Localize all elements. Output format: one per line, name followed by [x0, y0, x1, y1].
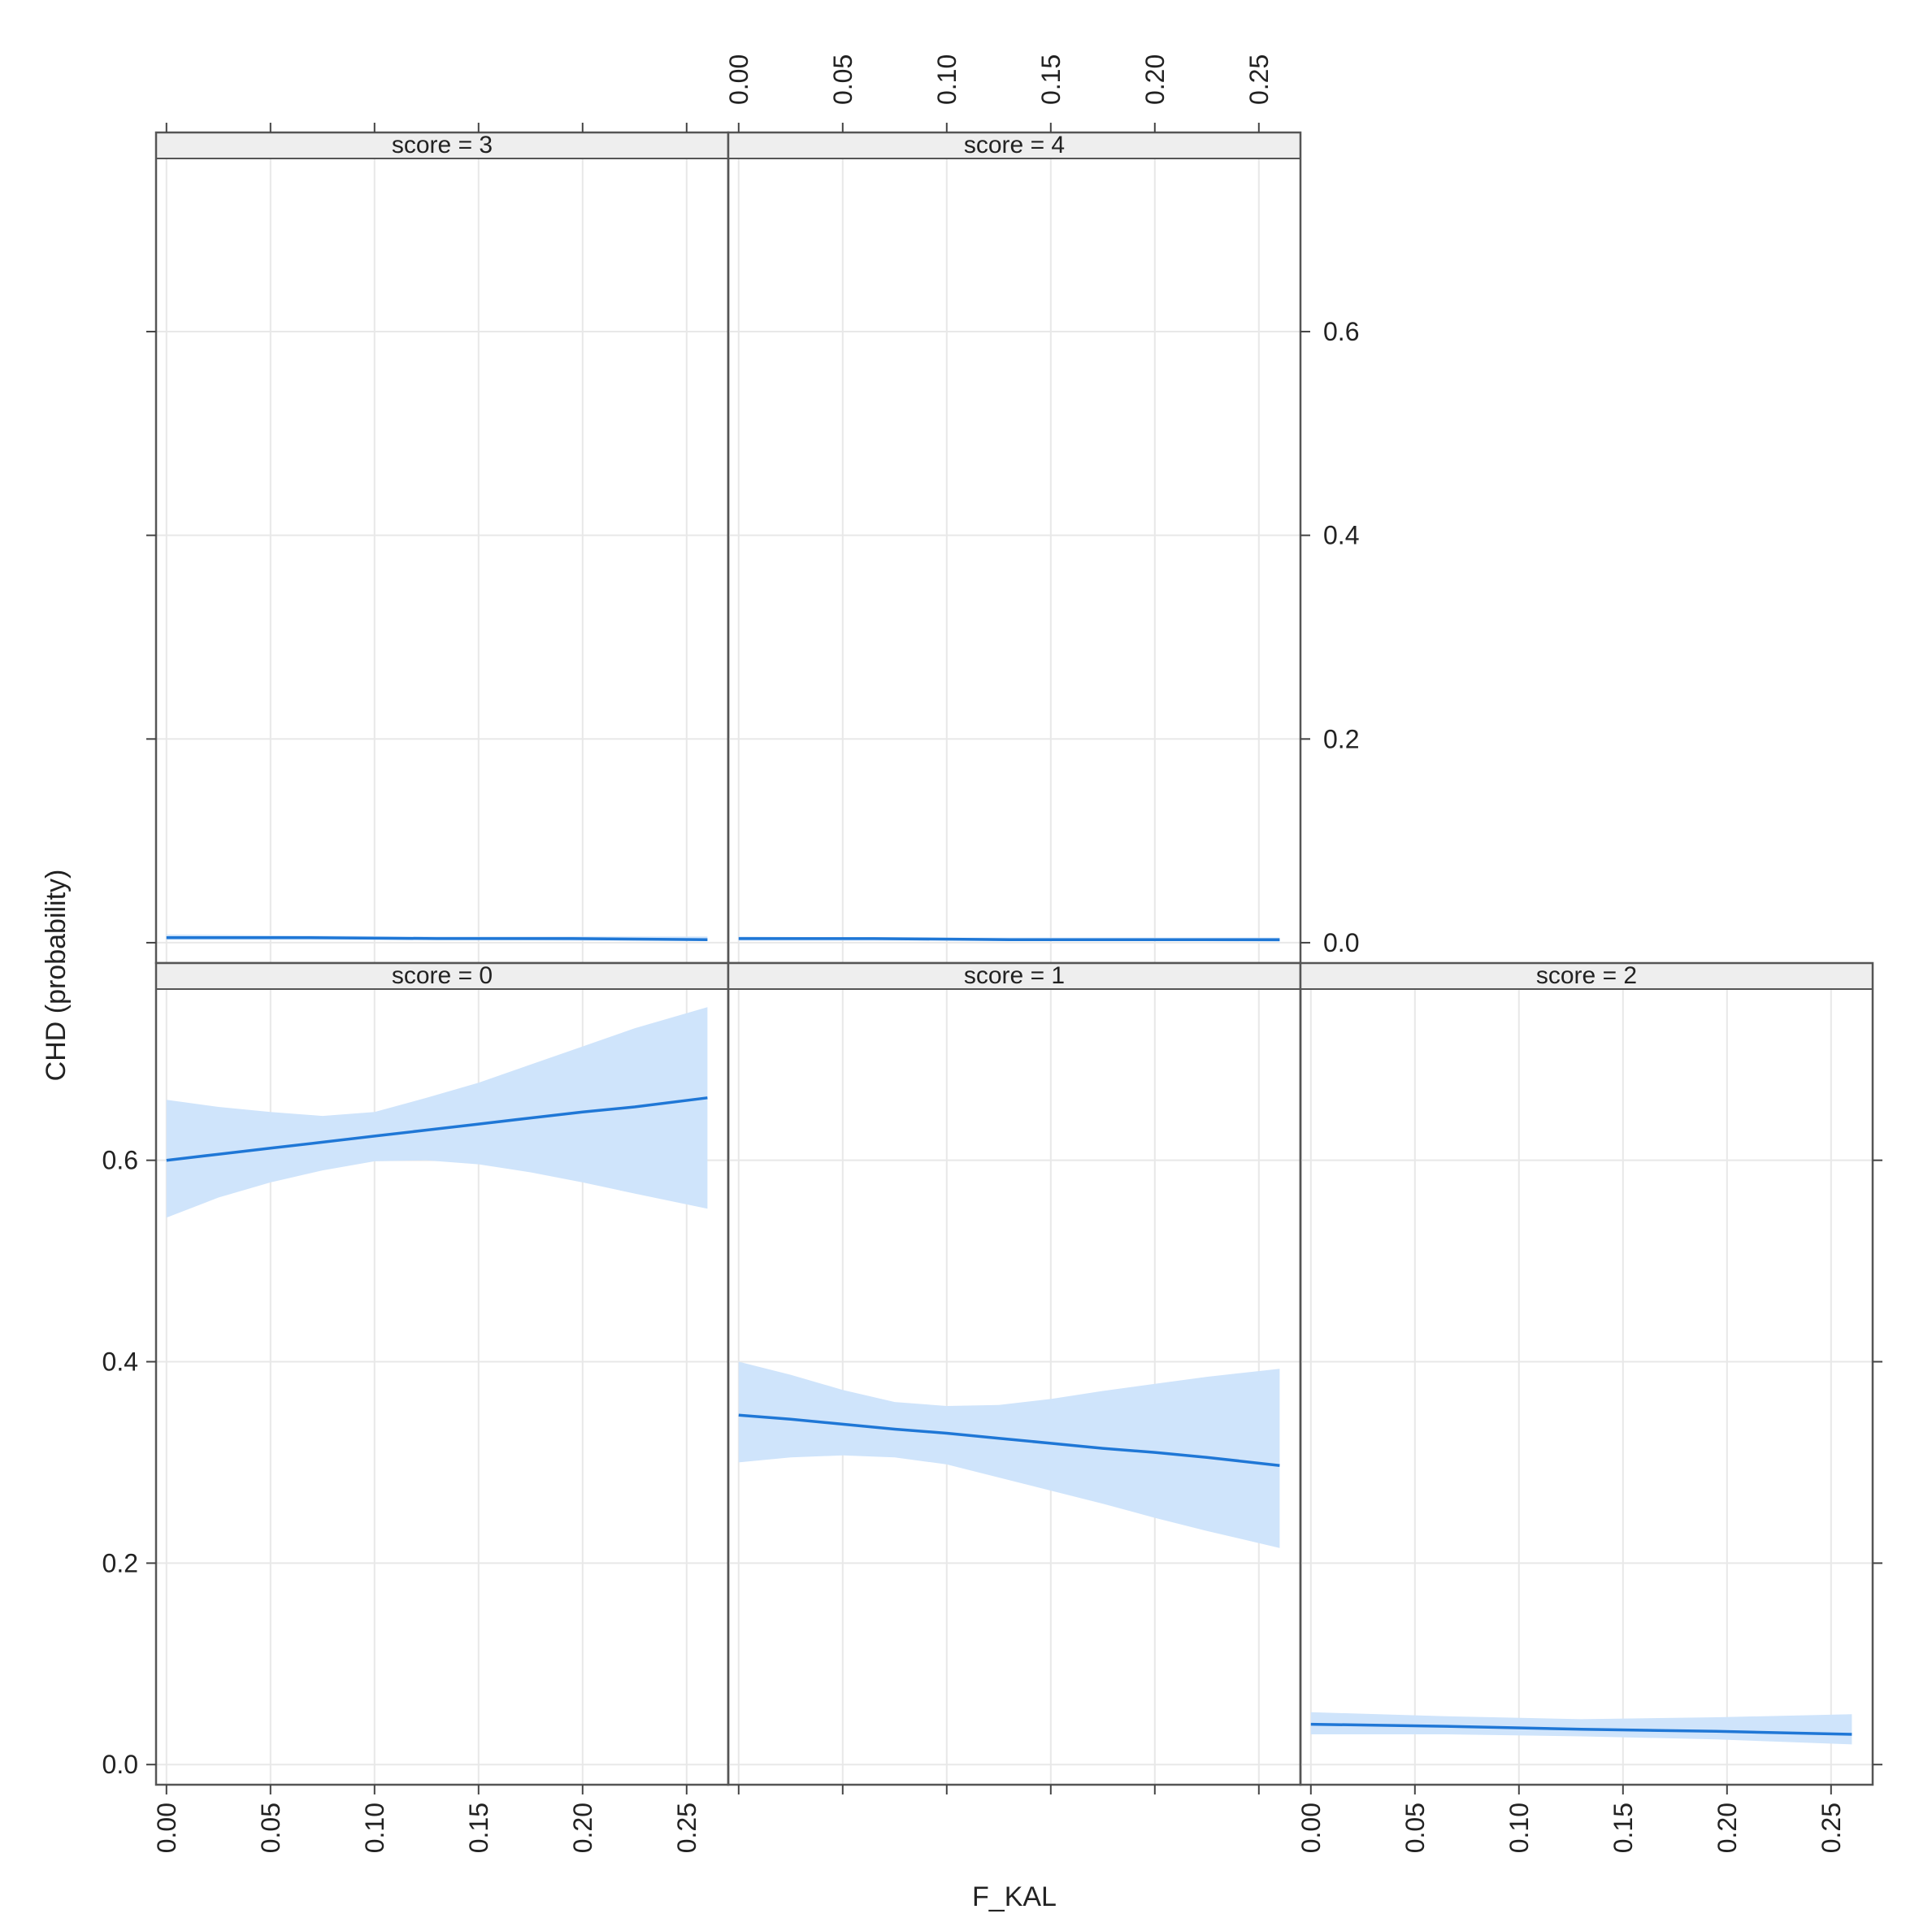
panel-score-0: score = 0 [154, 961, 730, 1786]
strip-header [155, 132, 729, 159]
x-tick-label: 0.25 [1244, 54, 1274, 105]
x-tick-label: 0.10 [360, 1803, 389, 1853]
x-tick-label: 0.25 [672, 1803, 701, 1853]
y-tick-label: 0.0 [102, 1750, 138, 1779]
strip-label: score = 2 [1536, 962, 1637, 989]
panel-frame [154, 131, 730, 965]
y-tick-label: 0.4 [102, 1347, 138, 1377]
strip-label: score = 4 [964, 132, 1065, 158]
fit-line [166, 935, 708, 941]
y-tick-label: 0.2 [1323, 724, 1359, 753]
panel-frame [727, 961, 1302, 1786]
y-axis-title: CHD (probability) [41, 870, 72, 1082]
x-tick-label: 0.15 [464, 1803, 493, 1853]
x-tick-label: 0.10 [932, 54, 962, 105]
y-tick-label: 0.4 [1323, 521, 1359, 550]
fit-line [166, 1096, 708, 1162]
x-tick-label: 0.25 [1817, 1803, 1846, 1853]
x-tick-label: 0.05 [1400, 1803, 1430, 1853]
y-tick-label: 0.6 [1323, 317, 1359, 346]
panel-score-1: score = 1 [727, 961, 1302, 1786]
confidence-band [166, 1007, 708, 1218]
strip-label: score = 1 [964, 962, 1065, 989]
panel-score-4: score = 4 [727, 131, 1302, 965]
strip-label: score = 3 [392, 132, 493, 158]
y-tick-label: 0.2 [102, 1548, 138, 1577]
x-tick-label: 0.15 [1609, 1803, 1638, 1853]
ticks-layer: 0.00 0.05 0.10 0.15 0.20 0.25 0.00 0.05 0.10 0.15… [102, 54, 1882, 1853]
x-tick-label: 0.00 [724, 54, 753, 105]
strip-label: score = 0 [392, 962, 493, 989]
panel-score-3: score = 3 [154, 131, 730, 965]
x-tick-label: 0.05 [256, 1803, 285, 1853]
x-tick-label: 0.20 [568, 1803, 597, 1853]
panel-score-2: score = 2 [1299, 961, 1874, 1786]
x-tick-label: 0.00 [152, 1803, 181, 1853]
strip-header [727, 132, 1301, 159]
panels-layer: score = 3 score = 4 score = 0 score = 1 scor… [154, 131, 1874, 1786]
panel-frame [727, 131, 1302, 965]
x-tick-label: 0.15 [1036, 54, 1066, 105]
x-tick-label: 0.20 [1140, 54, 1170, 105]
fit-line [1310, 1722, 1852, 1736]
x-tick-label: 0.00 [1296, 1803, 1326, 1853]
x-tick-label: 0.20 [1713, 1803, 1742, 1853]
fit-line [738, 1413, 1280, 1467]
strip-header [1300, 962, 1873, 990]
panel-frame [1299, 961, 1874, 1786]
confidence-band [738, 1361, 1280, 1548]
y-tick-label: 0.0 [1323, 928, 1359, 957]
x-tick-label: 0.05 [828, 54, 857, 105]
x-tick-label: 0.10 [1504, 1803, 1534, 1853]
x-axis-title: F_KAL [972, 1881, 1057, 1912]
y-tick-label: 0.6 [102, 1146, 138, 1175]
